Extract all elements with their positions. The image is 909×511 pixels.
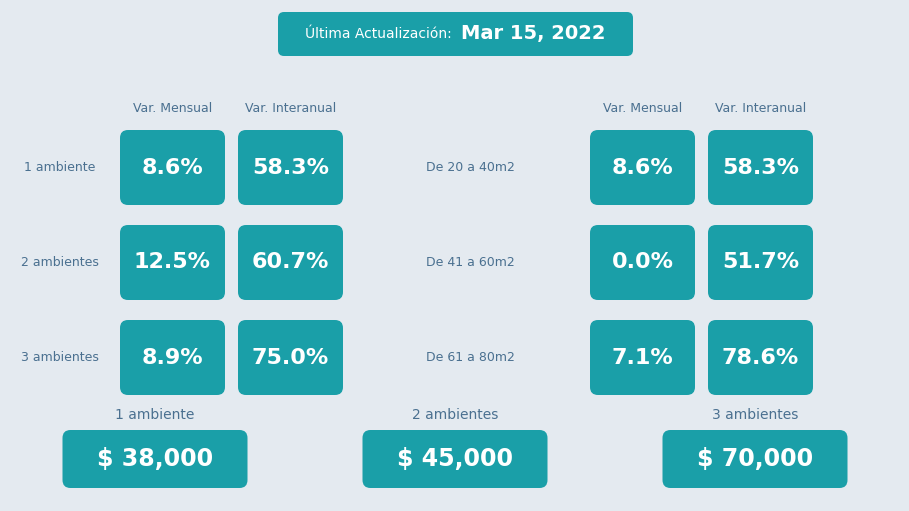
Text: 2 ambientes: 2 ambientes	[412, 408, 498, 422]
FancyBboxPatch shape	[663, 430, 847, 488]
Text: Var. Mensual: Var. Mensual	[133, 102, 212, 114]
Text: 1 ambiente: 1 ambiente	[115, 408, 195, 422]
Text: 7.1%: 7.1%	[612, 347, 674, 367]
Text: 58.3%: 58.3%	[722, 157, 799, 177]
Text: 12.5%: 12.5%	[134, 252, 211, 272]
Text: 78.6%: 78.6%	[722, 347, 799, 367]
Text: Var. Interanual: Var. Interanual	[245, 102, 336, 114]
FancyBboxPatch shape	[708, 225, 813, 300]
FancyBboxPatch shape	[708, 320, 813, 395]
Text: $ 70,000: $ 70,000	[697, 447, 813, 471]
FancyBboxPatch shape	[708, 130, 813, 205]
Text: 2 ambientes: 2 ambientes	[21, 256, 99, 269]
FancyBboxPatch shape	[363, 430, 547, 488]
Text: 8.6%: 8.6%	[612, 157, 674, 177]
Text: 3 ambientes: 3 ambientes	[21, 351, 99, 364]
FancyBboxPatch shape	[238, 225, 343, 300]
Text: De 41 a 60m2: De 41 a 60m2	[425, 256, 514, 269]
Text: Var. Mensual: Var. Mensual	[603, 102, 682, 114]
Text: $ 45,000: $ 45,000	[397, 447, 513, 471]
Text: 51.7%: 51.7%	[722, 252, 799, 272]
Text: $ 38,000: $ 38,000	[97, 447, 213, 471]
Text: De 61 a 80m2: De 61 a 80m2	[425, 351, 514, 364]
FancyBboxPatch shape	[120, 320, 225, 395]
FancyBboxPatch shape	[238, 320, 343, 395]
Text: Última Actualización:: Última Actualización:	[305, 27, 452, 41]
Text: 60.7%: 60.7%	[252, 252, 329, 272]
FancyBboxPatch shape	[238, 130, 343, 205]
FancyBboxPatch shape	[590, 130, 695, 205]
FancyBboxPatch shape	[120, 130, 225, 205]
Text: 8.9%: 8.9%	[142, 347, 204, 367]
FancyBboxPatch shape	[590, 225, 695, 300]
Text: 3 ambientes: 3 ambientes	[712, 408, 798, 422]
Text: Mar 15, 2022: Mar 15, 2022	[461, 25, 605, 43]
Text: 0.0%: 0.0%	[612, 252, 674, 272]
FancyBboxPatch shape	[590, 320, 695, 395]
Text: 58.3%: 58.3%	[252, 157, 329, 177]
FancyBboxPatch shape	[63, 430, 247, 488]
Text: 1 ambiente: 1 ambiente	[25, 161, 95, 174]
FancyBboxPatch shape	[278, 12, 633, 56]
FancyBboxPatch shape	[120, 225, 225, 300]
Text: Var. Interanual: Var. Interanual	[714, 102, 806, 114]
Text: De 20 a 40m2: De 20 a 40m2	[425, 161, 514, 174]
Text: 8.6%: 8.6%	[142, 157, 204, 177]
Text: 75.0%: 75.0%	[252, 347, 329, 367]
